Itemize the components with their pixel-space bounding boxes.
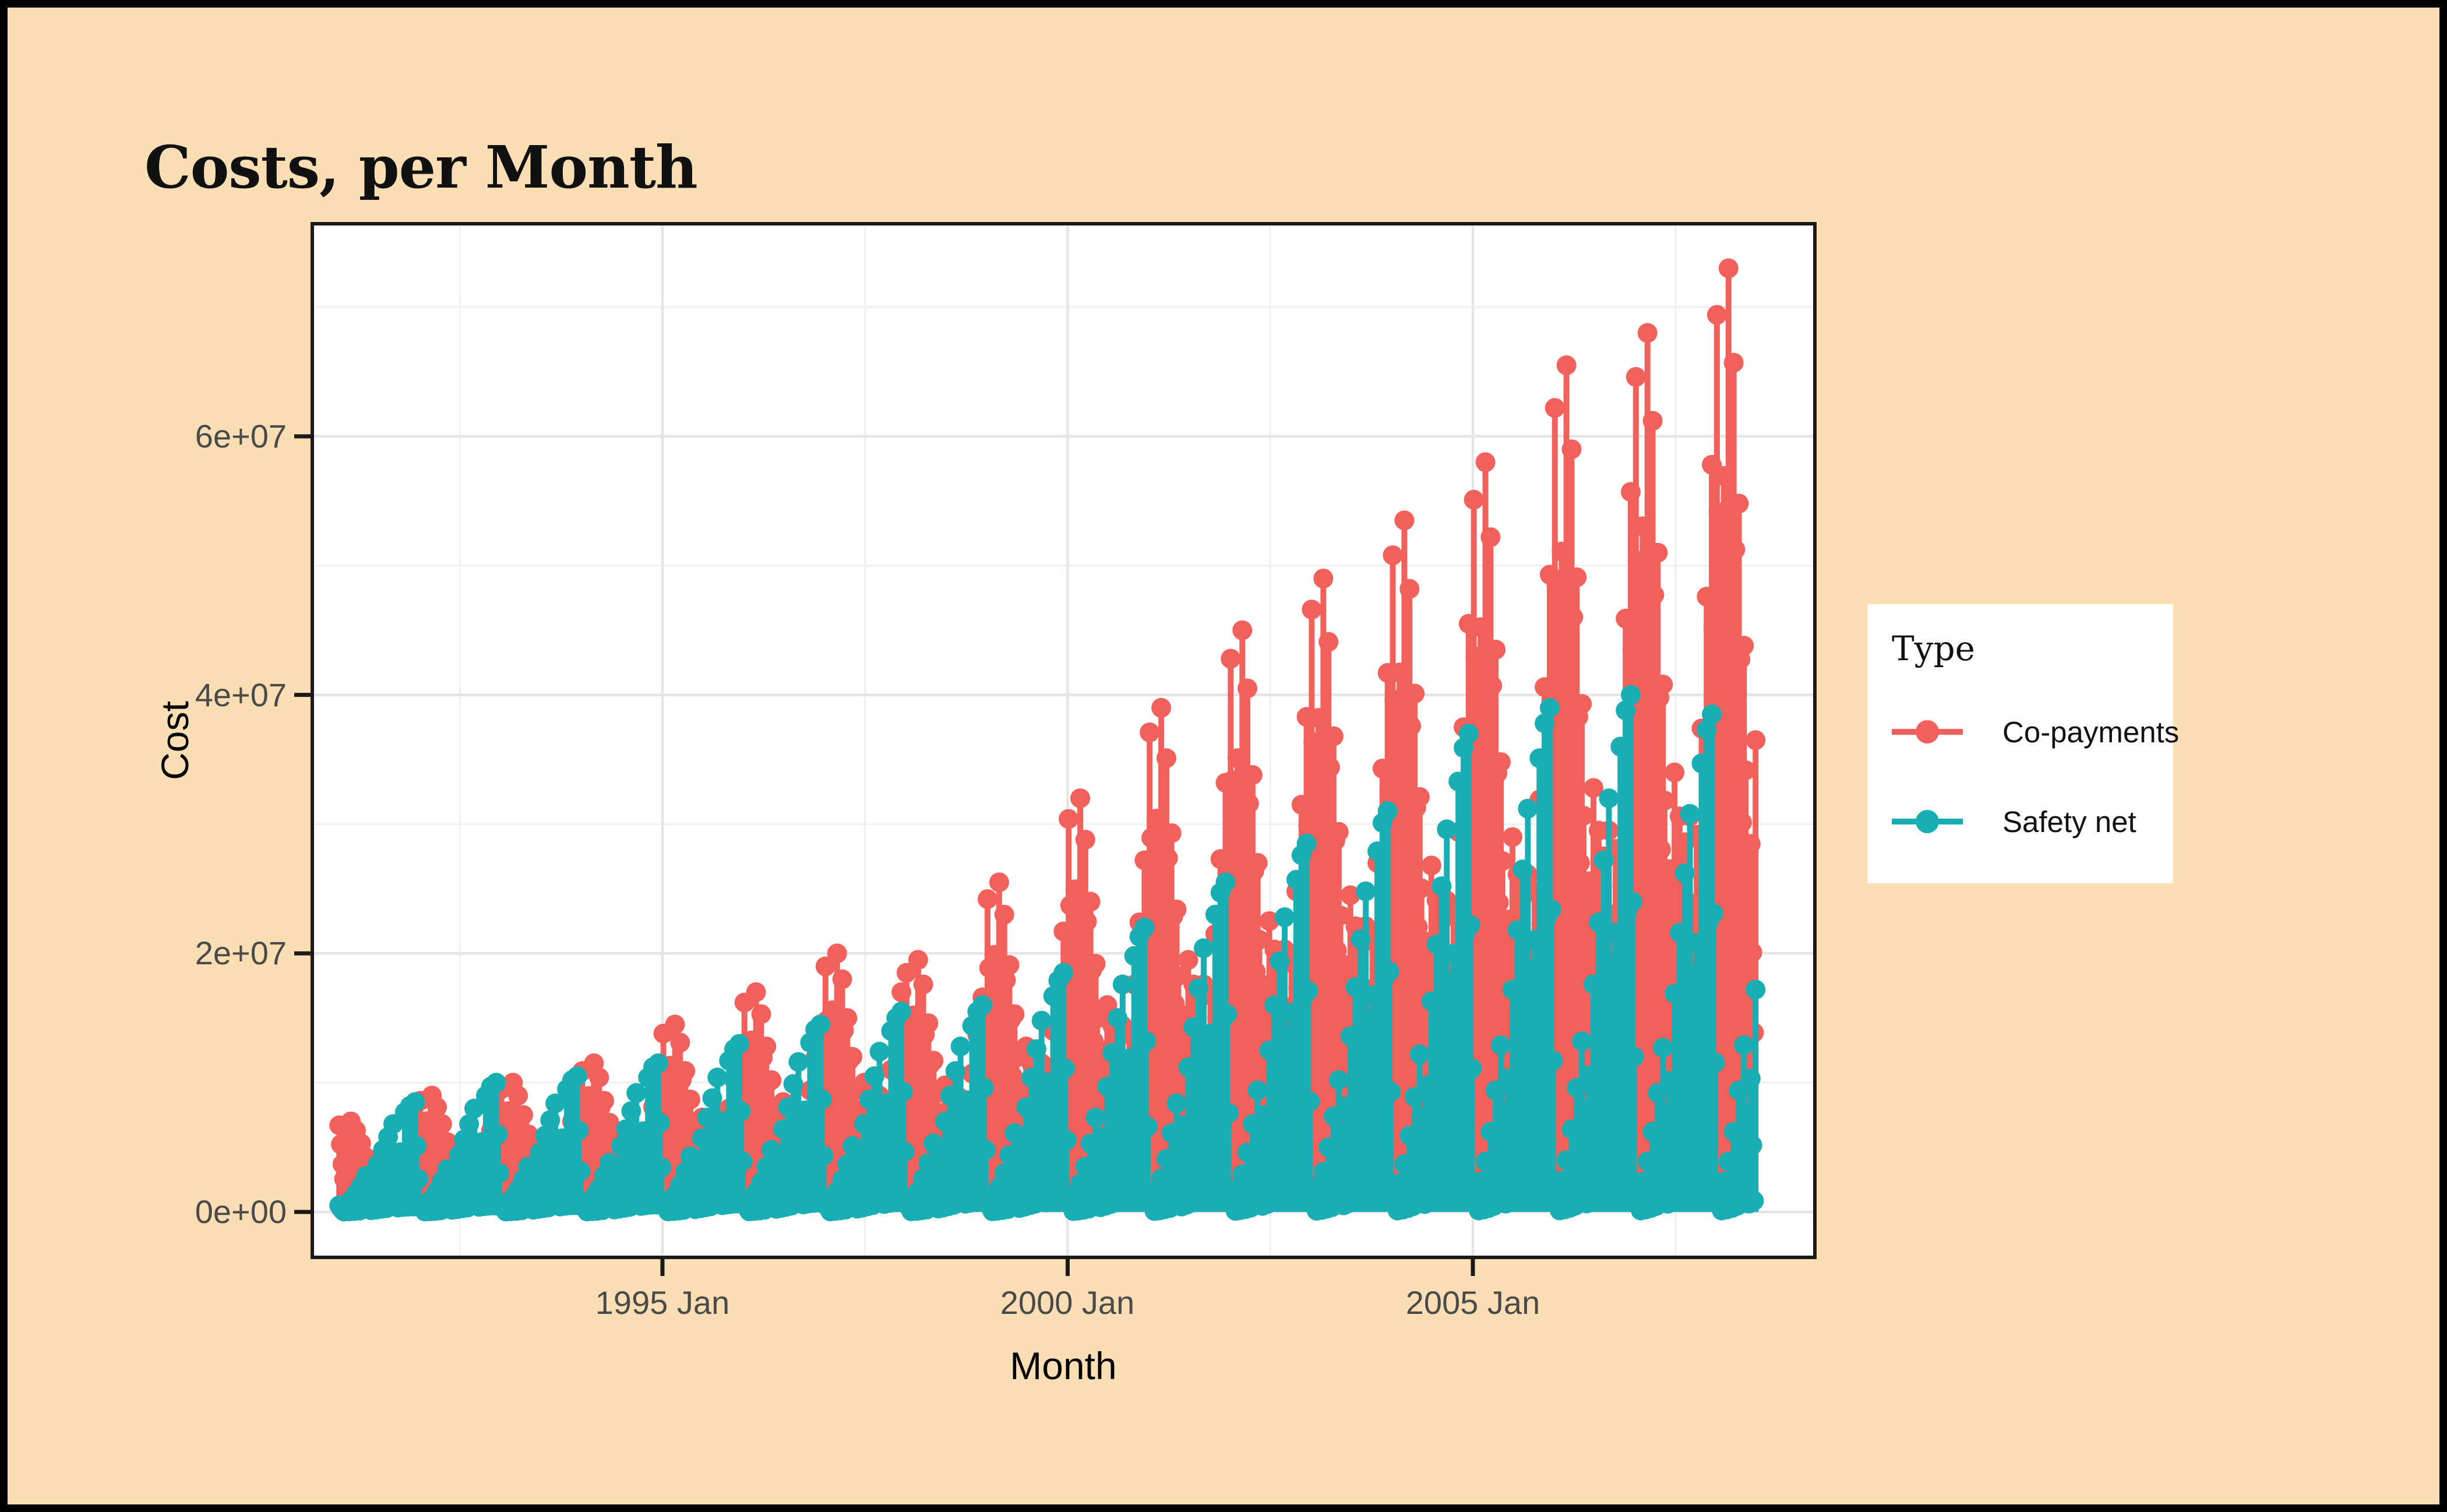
legend-label-co-payments: Co-payments — [2002, 715, 2180, 749]
x-tick-label-2005: 2005 Jan — [1405, 1284, 1540, 1321]
y-axis-title: Cost — [153, 701, 196, 780]
safety-net-key-icon — [1892, 804, 1963, 839]
legend-label-safety-net: Safety net — [2002, 805, 2136, 838]
panel-border — [311, 222, 1817, 1259]
series-safety-net — [329, 685, 1766, 1222]
y-tick-label-2: 4e+07 — [195, 676, 287, 713]
x-tick-label-1995: 1995 Jan — [595, 1284, 730, 1321]
legend: Type — [1867, 604, 2173, 883]
y-tick-label-0: 0e+00 — [195, 1193, 287, 1230]
legend-title: Type — [1892, 629, 1975, 668]
x-axis-title: Month — [1010, 1344, 1117, 1387]
co-payments-key-icon — [1892, 714, 1963, 749]
y-tick-label-1: 2e+07 — [195, 935, 287, 971]
axis-tick-marks — [294, 434, 1475, 1276]
y-tick-label-3: 6e+07 — [195, 418, 287, 454]
chart-title: Costs, per Month — [144, 133, 698, 202]
legend-item-safety-net: Safety net — [1892, 804, 2136, 839]
legend-item-co-payments: Co-payments — [1892, 714, 2179, 749]
x-tick-label-2000: 2000 Jan — [1000, 1284, 1135, 1321]
